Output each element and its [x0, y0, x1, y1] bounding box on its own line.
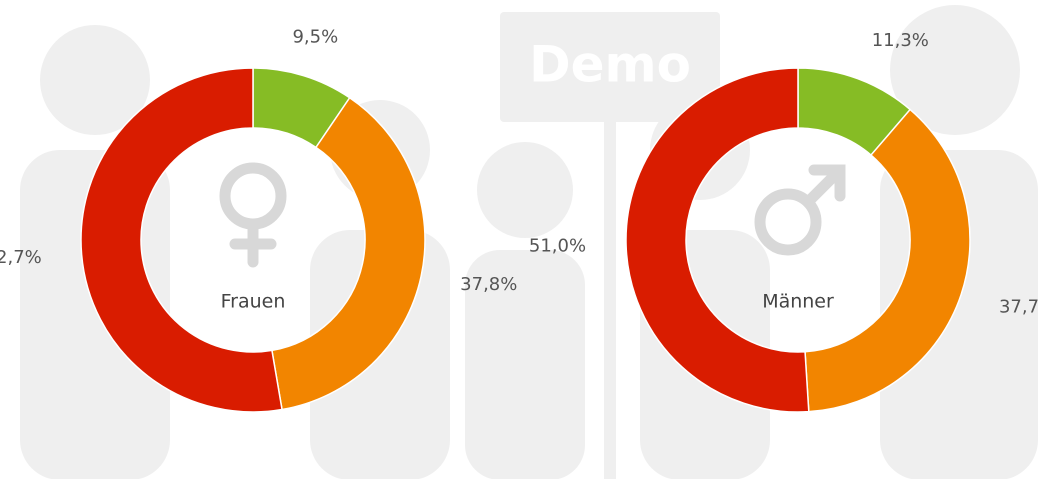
- value-label: 37,8%: [460, 274, 517, 295]
- value-label: 51,0%: [529, 236, 586, 257]
- value-label: 11,3%: [872, 30, 929, 51]
- value-label: 37,7%: [999, 296, 1038, 317]
- infographic: Demo 9,5% 37,8% 52,7% Frauen 11,3% 37,7% 51,0…: [0, 0, 1038, 479]
- female-symbol: [225, 168, 281, 262]
- center-label: Männer: [762, 291, 834, 313]
- value-label: 9,5%: [292, 26, 338, 47]
- sign-text: Demo: [529, 36, 691, 94]
- center-label: Frauen: [221, 291, 286, 313]
- value-label: 52,7%: [0, 247, 42, 268]
- male-symbol: [760, 170, 840, 250]
